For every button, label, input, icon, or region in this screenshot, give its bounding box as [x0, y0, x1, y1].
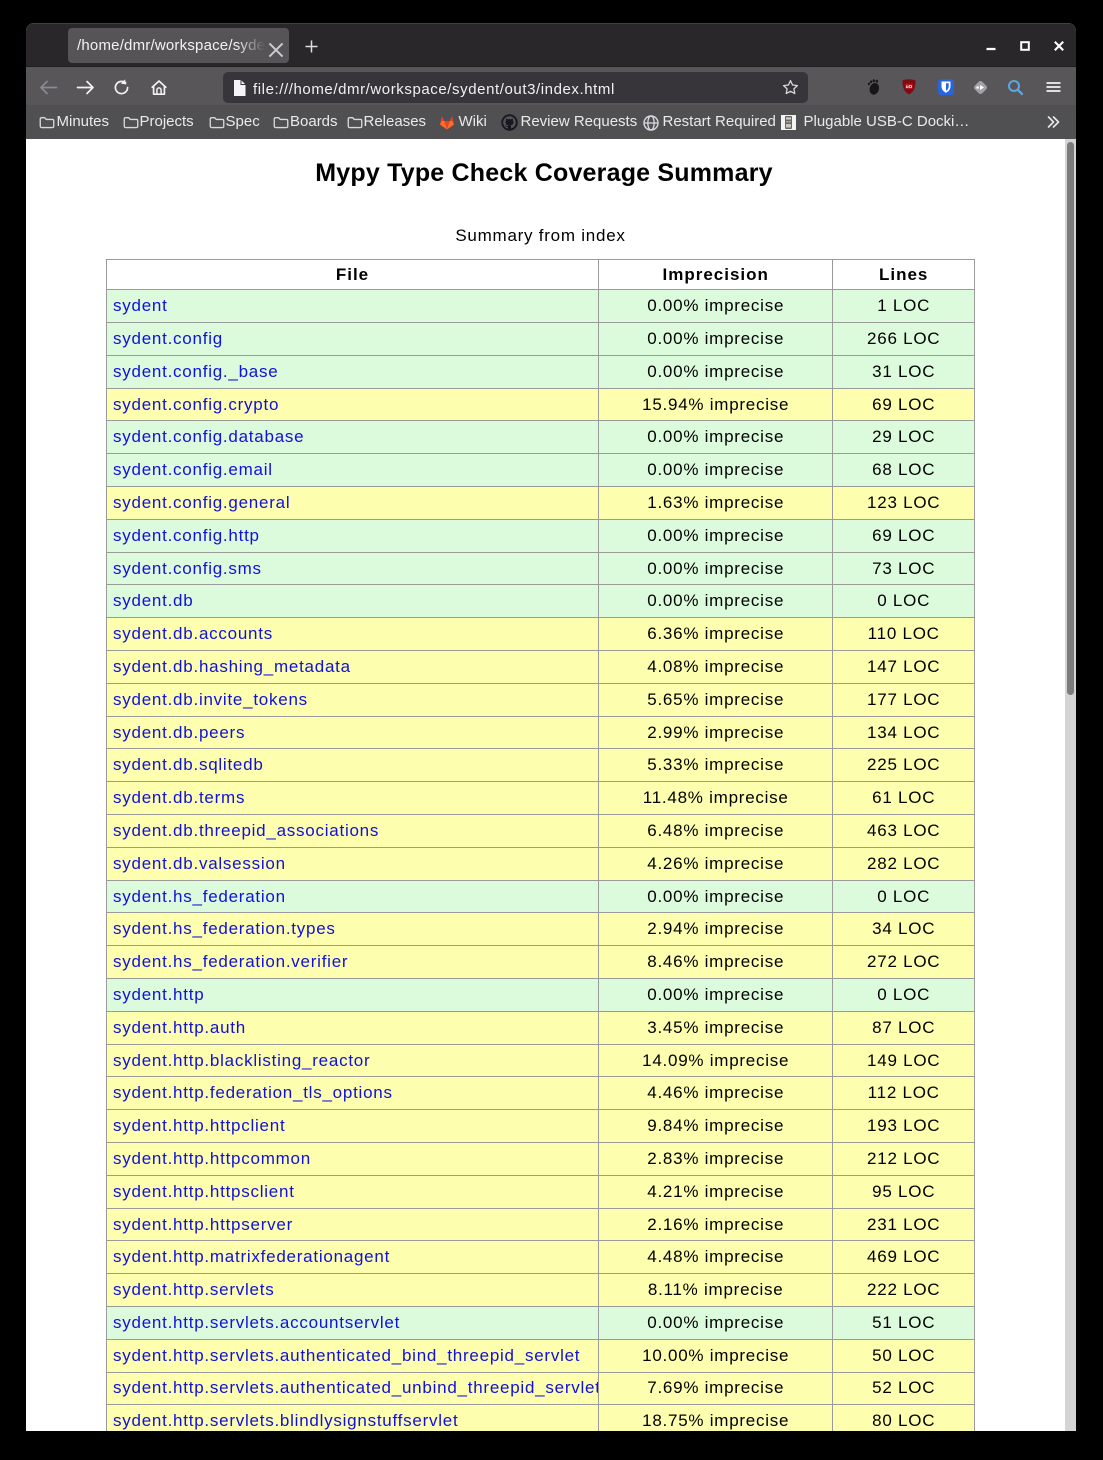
svg-text:uO: uO: [906, 84, 913, 89]
